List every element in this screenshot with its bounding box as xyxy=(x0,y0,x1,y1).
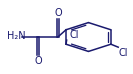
Text: Cl: Cl xyxy=(119,48,128,58)
Text: O: O xyxy=(54,8,62,18)
Text: Cl: Cl xyxy=(69,30,79,40)
Text: H₂N: H₂N xyxy=(7,31,26,41)
Text: O: O xyxy=(34,56,42,66)
